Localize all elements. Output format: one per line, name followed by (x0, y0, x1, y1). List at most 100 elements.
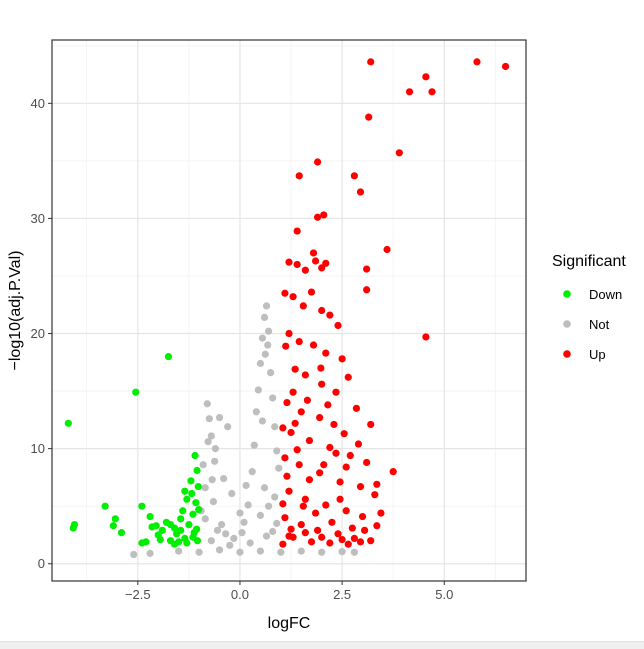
point-up (279, 500, 287, 508)
point-down (152, 522, 160, 530)
point-not (240, 518, 248, 526)
point-not (262, 302, 271, 310)
point-up (395, 149, 403, 157)
point-up (316, 469, 324, 477)
point-up (297, 408, 305, 416)
point-up (350, 172, 358, 180)
point-up (299, 302, 307, 310)
y-tick-label: 30 (31, 211, 45, 226)
point-not (261, 350, 269, 358)
point-up (279, 424, 287, 432)
point-up (371, 491, 379, 499)
point-not (271, 493, 279, 501)
point-up (356, 538, 365, 546)
point-up (338, 535, 346, 544)
point-not (260, 484, 269, 492)
point-up (285, 487, 293, 495)
y-tick-label: 0 (38, 556, 45, 571)
point-up (326, 311, 334, 319)
series-up (279, 58, 510, 548)
point-not (350, 548, 358, 556)
point-not (252, 408, 260, 416)
point-down (179, 507, 187, 515)
point-not (297, 547, 305, 555)
point-up (320, 211, 328, 219)
point-not (207, 537, 215, 545)
point-up (311, 257, 320, 265)
panel-frame (51, 39, 527, 582)
point-up (283, 398, 291, 407)
point-not (256, 547, 264, 555)
point-up (363, 265, 371, 273)
point-not (236, 509, 244, 517)
point-up (303, 396, 311, 404)
point-not (256, 359, 264, 368)
point-up (318, 306, 326, 315)
point-up (299, 502, 307, 510)
point-down (177, 515, 185, 523)
point-down (177, 526, 185, 534)
point-up (473, 58, 481, 66)
point-not (209, 497, 218, 506)
point-down (132, 388, 140, 396)
point-not (248, 468, 256, 476)
point-not (211, 445, 220, 453)
point-down (166, 520, 175, 529)
point-up (360, 526, 369, 534)
point-down (164, 352, 173, 361)
point-up (405, 88, 414, 96)
point-up (338, 355, 346, 363)
point-not (215, 546, 224, 554)
point-down (111, 515, 119, 523)
point-up (295, 172, 303, 180)
point-up (356, 188, 365, 196)
point-up (322, 259, 330, 267)
point-down (193, 466, 201, 475)
point-up (363, 458, 371, 467)
point-not (267, 369, 275, 377)
point-up (330, 420, 338, 429)
legend-label-not: Not (589, 317, 610, 332)
point-not (217, 520, 226, 529)
point-up (320, 461, 328, 469)
point-up (422, 333, 430, 341)
point-not (271, 423, 279, 431)
point-down (185, 520, 193, 529)
legend: Significant Down Not Up (552, 253, 626, 362)
point-up (358, 512, 367, 521)
point-not (215, 413, 224, 422)
point-up (285, 532, 293, 540)
point-not (208, 476, 216, 484)
point-not (262, 532, 271, 540)
point-not (264, 502, 273, 510)
point-not (211, 457, 219, 465)
legend-title: Significant (552, 253, 626, 270)
point-down (158, 526, 166, 534)
point-up (422, 73, 430, 81)
point-down (192, 499, 200, 507)
point-down (193, 525, 201, 533)
point-not (254, 386, 262, 394)
point-not (258, 334, 267, 342)
y-tick-label: 10 (31, 441, 45, 456)
point-up (367, 537, 375, 545)
point-up (291, 365, 299, 373)
point-down (195, 506, 203, 514)
point-up (289, 293, 297, 301)
point-up (314, 526, 322, 534)
point-up (336, 478, 344, 486)
point-up (301, 266, 309, 274)
point-down (181, 487, 189, 495)
point-not (213, 526, 222, 534)
point-up (352, 404, 361, 412)
point-up (326, 539, 334, 547)
point-up (281, 289, 289, 297)
point-up (340, 430, 348, 438)
legend-key-down (563, 290, 571, 298)
point-up (334, 321, 342, 330)
point-not (195, 548, 203, 556)
point-up (389, 468, 397, 476)
point-up (301, 529, 309, 537)
point-up (283, 472, 291, 480)
point-up (332, 449, 340, 457)
